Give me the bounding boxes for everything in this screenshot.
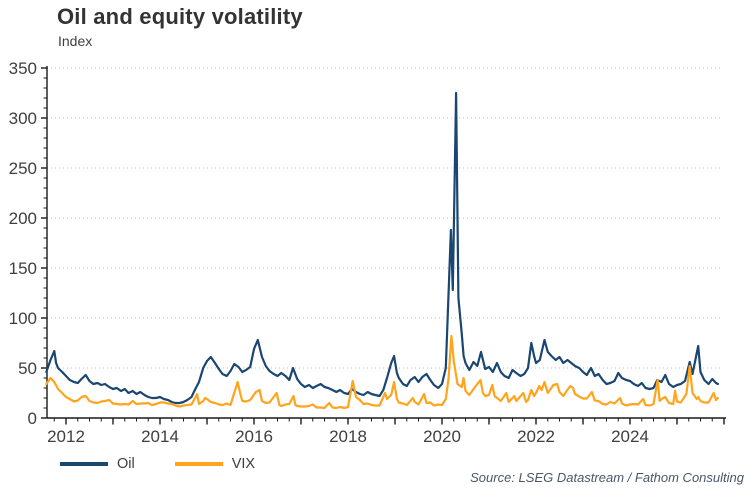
chart-legend: Oil VIX: [60, 456, 295, 472]
y-axis-unit-label: Index: [58, 33, 93, 49]
x-tick-label: 2024: [611, 427, 649, 446]
y-tick-label: 0: [28, 409, 37, 428]
y-tick-label: 350: [9, 59, 37, 78]
vix-series-line: [45, 334, 719, 410]
page-title: Oil and equity volatility: [57, 4, 303, 29]
x-tick-label: 2016: [235, 427, 273, 446]
x-tick-label: 2018: [329, 427, 367, 446]
legend-item-vix: VIX: [174, 456, 256, 472]
legend-item-oil: Oil: [60, 456, 135, 472]
source-credit: Source: LSEG Datastream / Fathom Consult…: [470, 470, 744, 485]
y-tick-label: 150: [9, 259, 37, 278]
y-tick-label: 100: [9, 309, 37, 328]
y-tick-label: 250: [9, 159, 37, 178]
y-tick-label: 200: [9, 209, 37, 228]
vix-line-swatch: [174, 462, 223, 466]
x-tick-label: 2020: [423, 427, 461, 446]
y-tick-label: 50: [18, 359, 37, 378]
y-tick-label: 300: [9, 109, 37, 128]
oil-line-swatch: [60, 462, 108, 466]
oil-series-line: [45, 91, 719, 405]
x-tick-label: 2012: [47, 427, 85, 446]
legend-label-oil: Oil: [117, 456, 135, 472]
x-tick-label: 2022: [517, 427, 555, 446]
x-tick-label: 2014: [141, 427, 179, 446]
legend-label-vix: VIX: [231, 456, 256, 472]
